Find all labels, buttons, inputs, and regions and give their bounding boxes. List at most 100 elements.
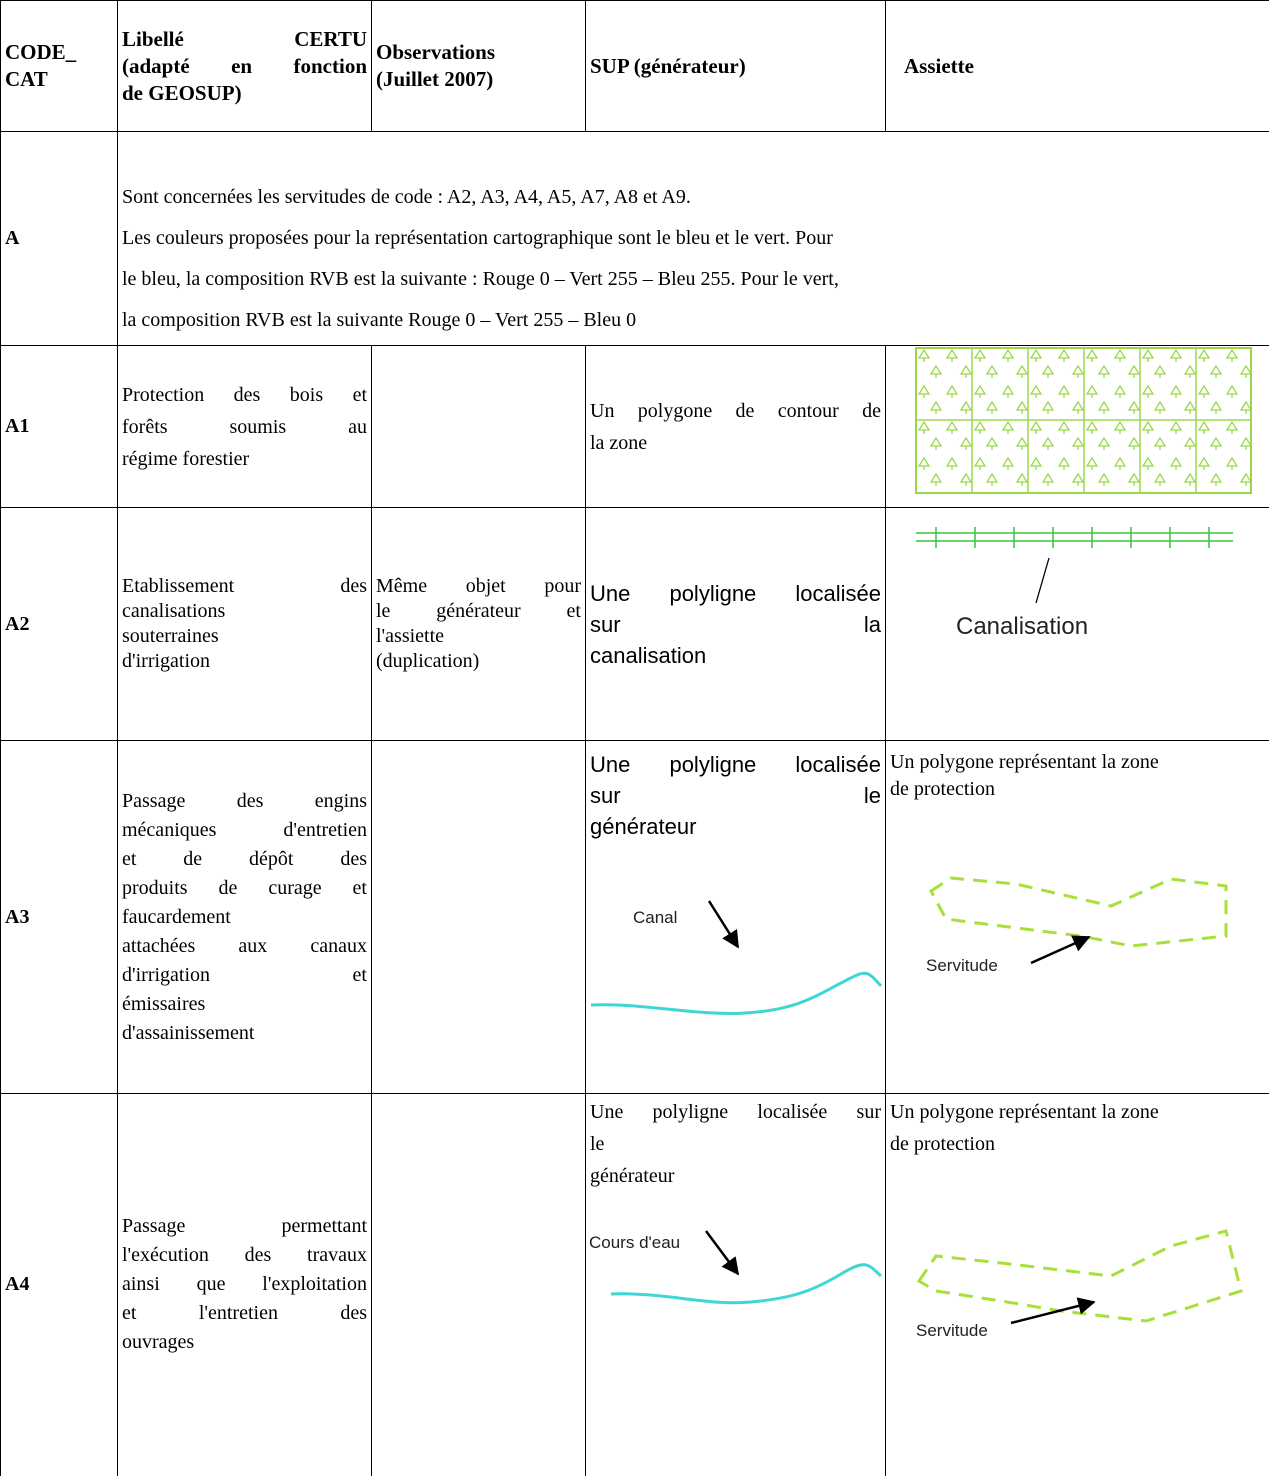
code-cell: A3 [1, 741, 118, 1094]
text-line: Une polyligne localisée [590, 578, 881, 609]
text-line: faucardement [122, 903, 367, 932]
text-line: d'irrigation [122, 649, 367, 674]
text-line: d'irrigation et [122, 961, 367, 990]
code-cell: A2 [1, 508, 118, 741]
text-line: (duplication) [376, 649, 581, 674]
text-line: l'assiette [376, 624, 581, 649]
text-line: le générateur et [376, 599, 581, 624]
row: A Sont concernées les servitudes de code… [1, 132, 1269, 346]
text-line: CODE_ [5, 39, 113, 66]
text-line: Passage des engins [122, 787, 367, 816]
text-line: canalisation [590, 640, 881, 671]
text-line: d'assainissement [122, 1019, 367, 1048]
text-line: Protection des bois et [122, 379, 367, 411]
text-line: le [590, 1128, 881, 1160]
observations-cell [372, 346, 586, 508]
text-line: et de dépôt des [122, 845, 367, 874]
text-line: de protection [890, 776, 1265, 803]
text-line: l'exécution des travaux [122, 1241, 367, 1270]
image-label: Canal [633, 908, 677, 927]
text-line: la composition RVB est la suivante Rouge… [122, 300, 1265, 341]
text-line: générateur [590, 811, 881, 842]
header-cell: Observations(Juillet 2007) [372, 1, 586, 132]
text-line: de GEOSUP) [122, 80, 367, 107]
observations-cell [372, 1094, 586, 1476]
text-line: Même objet pour [376, 574, 581, 599]
text-line: Observations [376, 39, 581, 66]
text-line: ouvrages [122, 1328, 367, 1357]
header-cell: Assiette [886, 1, 1269, 132]
code-cell: A1 [1, 346, 118, 508]
text-line: la zone [590, 427, 881, 459]
table-body: A Sont concernées les servitudes de code… [1, 132, 1269, 1476]
image-label: Servitude [926, 956, 998, 975]
header-row: CODE_CAT Libellé CERTU(adapté en fonctio… [1, 1, 1269, 132]
text-line: Etablissement des [122, 574, 367, 599]
text-line: de protection [890, 1128, 1265, 1160]
text-line: SUP (générateur) [590, 53, 881, 80]
text-line: sur le [590, 780, 881, 811]
image-label: Servitude [916, 1321, 988, 1340]
text-line: le bleu, la composition RVB est la suiva… [122, 259, 1265, 300]
text-line: Assiette [904, 53, 1265, 80]
image-label: Cours d'eau [589, 1233, 680, 1252]
text-line: générateur [590, 1160, 881, 1192]
text-line: sur la [590, 609, 881, 640]
observations-cell [372, 741, 586, 1094]
header-cell: SUP (générateur) [586, 1, 886, 132]
forest-grid-image [886, 346, 1269, 508]
text-line: Une polyligne localisée sur [590, 1096, 881, 1128]
text-line: et l'entretien des [122, 1299, 367, 1328]
table-header: CODE_CAT Libellé CERTU(adapté en fonctio… [1, 1, 1269, 132]
text-line: produits de curage et [122, 874, 367, 903]
text-line: CAT [5, 66, 113, 93]
text-line: Un polygone représentant la zone [890, 749, 1265, 776]
text-line: (Juillet 2007) [376, 66, 581, 93]
text-line: souterraines [122, 624, 367, 649]
text-line: Libellé CERTU [122, 26, 367, 53]
text-line: Sont concernées les servitudes de code :… [122, 177, 1265, 218]
text-line: ainsi que l'exploitation [122, 1270, 367, 1299]
text-line: régime forestier [122, 443, 367, 475]
text-line: Une polyligne localisée [590, 749, 881, 780]
assiette-cell [886, 346, 1269, 508]
code-cell: A4 [1, 1094, 118, 1476]
header-cell: CODE_CAT [1, 1, 118, 132]
image-label: Canalisation [956, 613, 1088, 640]
code-cell: A [1, 132, 118, 346]
text-line: forêts soumis au [122, 411, 367, 443]
text-line: émissaires [122, 990, 367, 1019]
text-line: (adapté en fonction [122, 53, 367, 80]
text-line: attachées aux canaux [122, 932, 367, 961]
text-line: Les couleurs proposées pour la représent… [122, 218, 1265, 259]
pipeline-image: Canalisation [886, 508, 1269, 741]
text-line: Un polygone représentant la zone [890, 1096, 1265, 1128]
text-line: canalisations [122, 599, 367, 624]
text-line: Passage permettant [122, 1212, 367, 1241]
text-line: mécaniques d'entretien [122, 816, 367, 845]
text-line: Un polygone de contour de [590, 395, 881, 427]
note-cell: Sont concernées les servitudes de code :… [118, 132, 1269, 346]
assiette-cell: Canalisation [886, 508, 1269, 741]
